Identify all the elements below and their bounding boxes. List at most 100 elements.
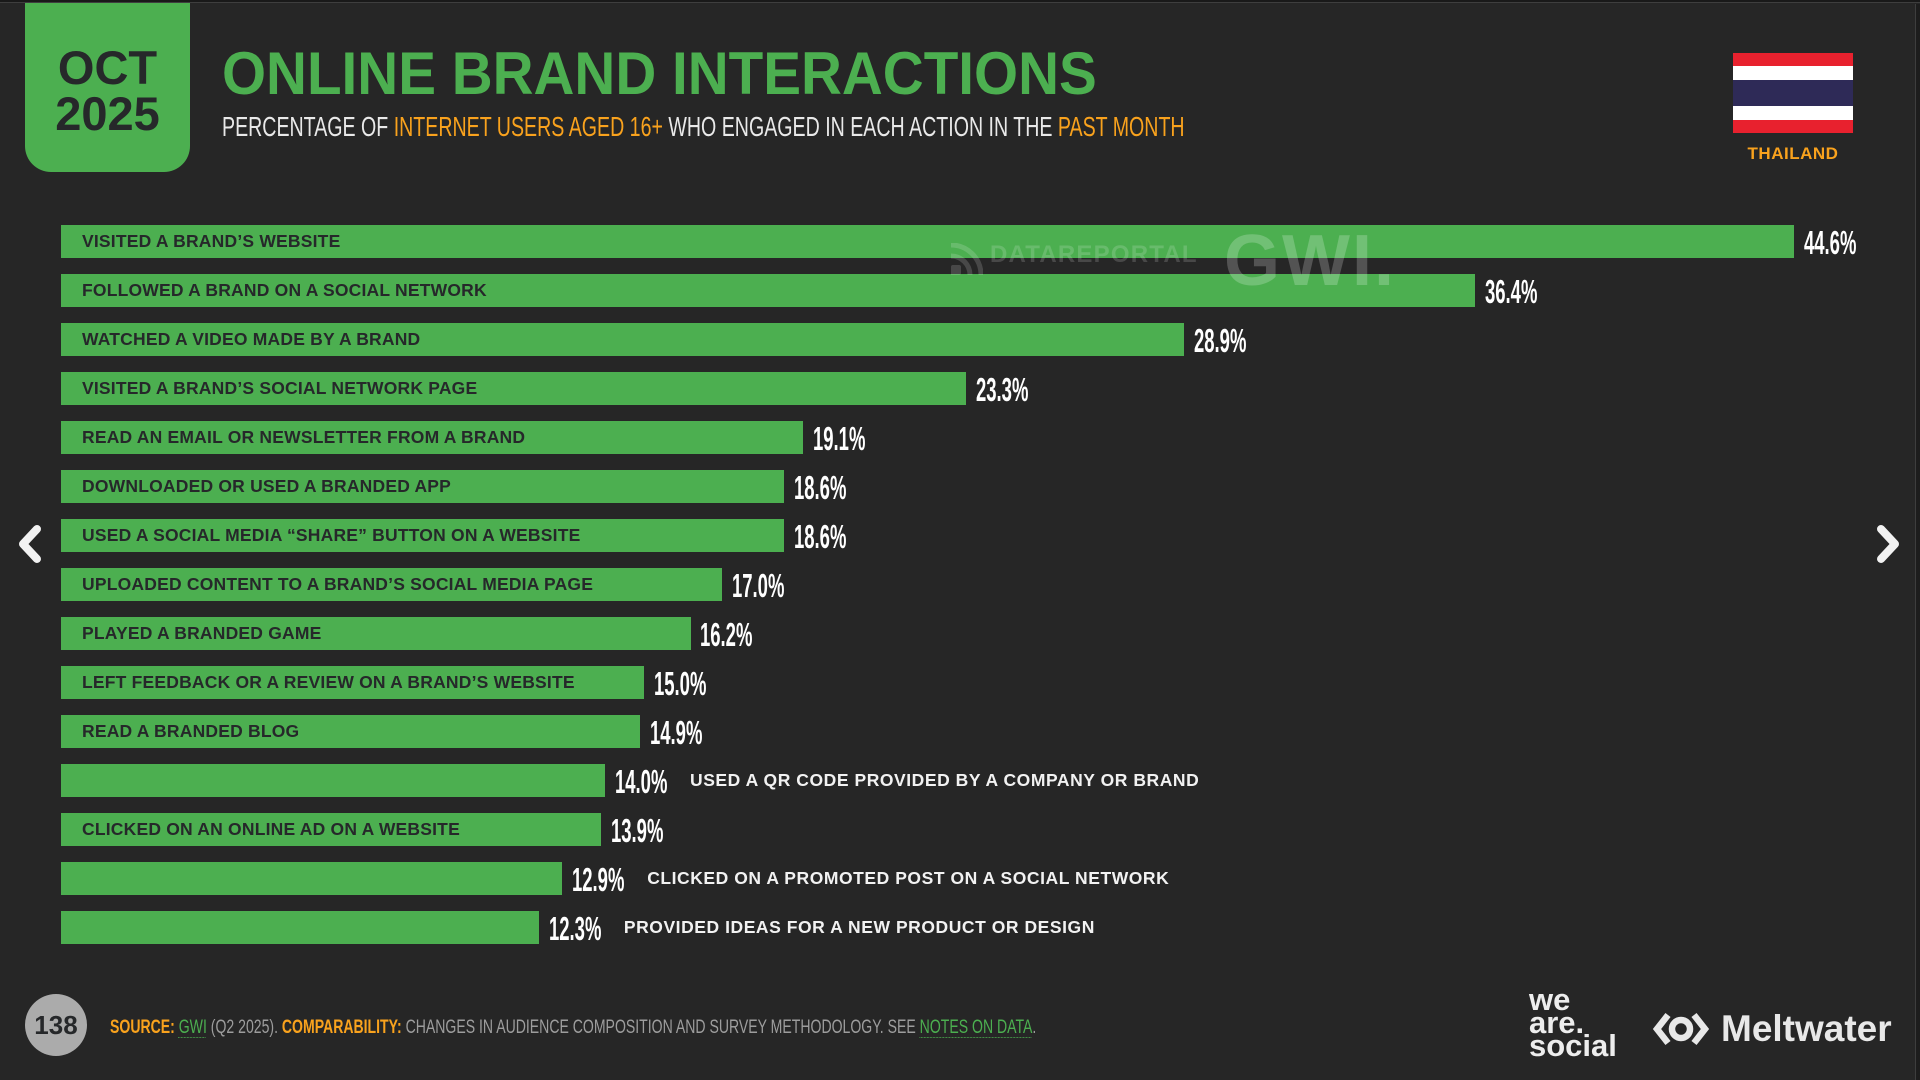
bar-row: FOLLOWED A BRAND ON A SOCIAL NETWORK 36.4… xyxy=(61,274,1859,307)
bar-row: PLAYED A BRANDED GAME 16.2% xyxy=(61,617,1859,650)
text-part: SOURCE: xyxy=(110,1017,175,1038)
page-number: 138 xyxy=(34,1009,78,1040)
bar xyxy=(61,764,605,797)
svg-text:44.6%: 44.6% xyxy=(1804,225,1857,258)
date-badge: OCT 2025 xyxy=(25,3,190,172)
text-part: COMPARABILITY: xyxy=(281,1017,402,1038)
bar: UPLOADED CONTENT TO A BRAND’S SOCIAL MED… xyxy=(61,568,722,601)
flag-stripe xyxy=(1733,66,1853,80)
bar: CLICKED ON AN ONLINE AD ON A WEBSITE xyxy=(61,813,602,846)
bar-row: LEFT FEEDBACK OR A REVIEW ON A BRAND’S W… xyxy=(61,666,1859,699)
svg-text:23.3%: 23.3% xyxy=(976,372,1029,405)
next-slide-chevron[interactable] xyxy=(1874,522,1902,566)
bar-label-outside: PROVIDED IDEAS FOR A NEW PRODUCT OR DESI… xyxy=(623,917,1095,937)
right-edge-strip xyxy=(1915,4,1920,1080)
source-link[interactable]: GWI xyxy=(178,1017,207,1038)
bar-label: WATCHED A VIDEO MADE BY A BRAND xyxy=(82,329,421,349)
bar-value: 23.3% xyxy=(976,372,1029,405)
svg-text:28.9%: 28.9% xyxy=(1194,323,1247,356)
bar: DOWNLOADED OR USED A BRANDED APP xyxy=(61,470,784,503)
bar-value: 44.6% xyxy=(1804,225,1857,258)
bar: WATCHED A VIDEO MADE BY A BRAND xyxy=(61,323,1184,356)
thailand-flag xyxy=(1733,53,1853,133)
svg-text:14.0%: 14.0% xyxy=(615,764,668,797)
bar-row: UPLOADED CONTENT TO A BRAND’S SOCIAL MED… xyxy=(61,568,1859,601)
flag-stripe xyxy=(1733,106,1853,120)
bar-row: READ A BRANDED BLOG 14.9% xyxy=(61,715,1859,748)
flag-stripe xyxy=(1733,53,1853,67)
bar-value: 13.9% xyxy=(611,813,664,846)
page-subtitle: PERCENTAGE OF INTERNET USERS AGED 16+ WH… xyxy=(222,112,1185,142)
date-badge-month: OCT xyxy=(57,40,158,94)
meltwater-wordmark: Meltwater xyxy=(1721,1008,1892,1049)
flag-stripe xyxy=(1733,79,1853,107)
bar-value: 12.9% xyxy=(572,862,625,895)
text-part: PERCENTAGE OF xyxy=(222,111,394,142)
svg-text:13.9%: 13.9% xyxy=(611,813,664,846)
bar-label: PLAYED A BRANDED GAME xyxy=(82,623,322,643)
flag-stripe xyxy=(1733,119,1853,133)
bar-value: 18.6% xyxy=(794,519,847,552)
svg-text:19.1%: 19.1% xyxy=(813,421,866,454)
bar: FOLLOWED A BRAND ON A SOCIAL NETWORK xyxy=(61,274,1476,307)
page-number-badge: 138 xyxy=(25,994,87,1056)
text-part: (Q2 2025). xyxy=(206,1017,282,1038)
bar-label: DOWNLOADED OR USED A BRANDED APP xyxy=(82,476,452,496)
we-are-social-logo-line: social xyxy=(1529,1028,1617,1063)
source-link[interactable]: NOTES ON DATA xyxy=(919,1017,1033,1038)
text-part: CHANGES IN AUDIENCE COMPOSITION AND SURV… xyxy=(401,1017,920,1038)
bar: LEFT FEEDBACK OR A REVIEW ON A BRAND’S W… xyxy=(61,666,644,699)
svg-text:12.9%: 12.9% xyxy=(572,862,625,895)
bar-label: UPLOADED CONTENT TO A BRAND’S SOCIAL MED… xyxy=(82,574,594,594)
bar-label: READ A BRANDED BLOG xyxy=(82,721,300,741)
previous-slide-chevron[interactable] xyxy=(16,522,44,566)
bar-chart: VISITED A BRAND’S WEBSITE 44.6% FOLLOWED A… xyxy=(61,225,1859,950)
bar-label: USED A SOCIAL MEDIA “SHARE” BUTTON ON A … xyxy=(82,525,581,545)
bar-row: 12.3% PROVIDED IDEAS FOR A NEW PRODUCT OR… xyxy=(61,911,1859,944)
date-badge-year: 2025 xyxy=(55,86,160,140)
svg-text:15.0%: 15.0% xyxy=(654,666,707,699)
bar-label: CLICKED ON AN ONLINE AD ON A WEBSITE xyxy=(82,819,460,839)
bar: USED A SOCIAL MEDIA “SHARE” BUTTON ON A … xyxy=(61,519,784,552)
bar-row: WATCHED A VIDEO MADE BY A BRAND 28.9% xyxy=(61,323,1859,356)
svg-text:16.2%: 16.2% xyxy=(700,617,753,650)
source-note: SOURCE: GWI (Q2 2025). COMPARABILITY: CH… xyxy=(110,1018,1036,1038)
bar-label-outside: CLICKED ON A PROMOTED POST ON A SOCIAL N… xyxy=(647,868,1170,888)
bar-label: READ AN EMAIL OR NEWSLETTER FROM A BRAND xyxy=(82,427,526,447)
bar-value: 18.6% xyxy=(794,470,847,503)
bar-value: 16.2% xyxy=(700,617,753,650)
page-title: ONLINE BRAND INTERACTIONS xyxy=(222,40,1097,107)
bar: READ A BRANDED BLOG xyxy=(61,715,640,748)
text-part: WHO ENGAGED IN EACH ACTION IN THE xyxy=(662,111,1058,142)
bar-label: FOLLOWED A BRAND ON A SOCIAL NETWORK xyxy=(82,280,487,300)
svg-text:18.6%: 18.6% xyxy=(794,519,847,552)
svg-text:14.9%: 14.9% xyxy=(650,715,703,748)
bar-row: 12.9% CLICKED ON A PROMOTED POST ON A SOC… xyxy=(61,862,1859,895)
bar: VISITED A BRAND’S WEBSITE xyxy=(61,225,1794,258)
bar xyxy=(61,911,539,944)
we-are-social-logo-line: are. xyxy=(1529,1005,1585,1040)
bar xyxy=(61,862,563,895)
bar-row: READ AN EMAIL OR NEWSLETTER FROM A BRAND… xyxy=(61,421,1859,454)
text-part: INTERNET USERS AGED 16+ xyxy=(393,111,663,142)
text-part: PAST MONTH xyxy=(1057,111,1185,142)
bar: READ AN EMAIL OR NEWSLETTER FROM A BRAND xyxy=(61,421,804,454)
bar-value: 28.9% xyxy=(1194,323,1247,356)
svg-text:17.0%: 17.0% xyxy=(732,568,785,601)
meltwater-icon xyxy=(1652,1012,1710,1046)
country-label: THAILAND xyxy=(1747,144,1839,163)
bar-value: 12.3% xyxy=(549,911,602,944)
bar: VISITED A BRAND’S SOCIAL NETWORK PAGE xyxy=(61,372,967,405)
bar-row: DOWNLOADED OR USED A BRANDED APP 18.6% xyxy=(61,470,1859,503)
bar-value: 14.9% xyxy=(650,715,703,748)
bar: PLAYED A BRANDED GAME xyxy=(61,617,691,650)
text-part: . xyxy=(1032,1017,1037,1038)
country-block: THAILAND xyxy=(1733,53,1853,164)
bar-row: VISITED A BRAND’S WEBSITE 44.6% xyxy=(61,225,1859,258)
svg-text:36.4%: 36.4% xyxy=(1485,274,1538,307)
bar-label-outside: USED A QR CODE PROVIDED BY A COMPANY OR … xyxy=(690,770,1200,790)
bar-label: VISITED A BRAND’S WEBSITE xyxy=(82,231,341,251)
svg-text:18.6%: 18.6% xyxy=(794,470,847,503)
we-are-social-logo: we are. social xyxy=(1529,984,1617,1063)
